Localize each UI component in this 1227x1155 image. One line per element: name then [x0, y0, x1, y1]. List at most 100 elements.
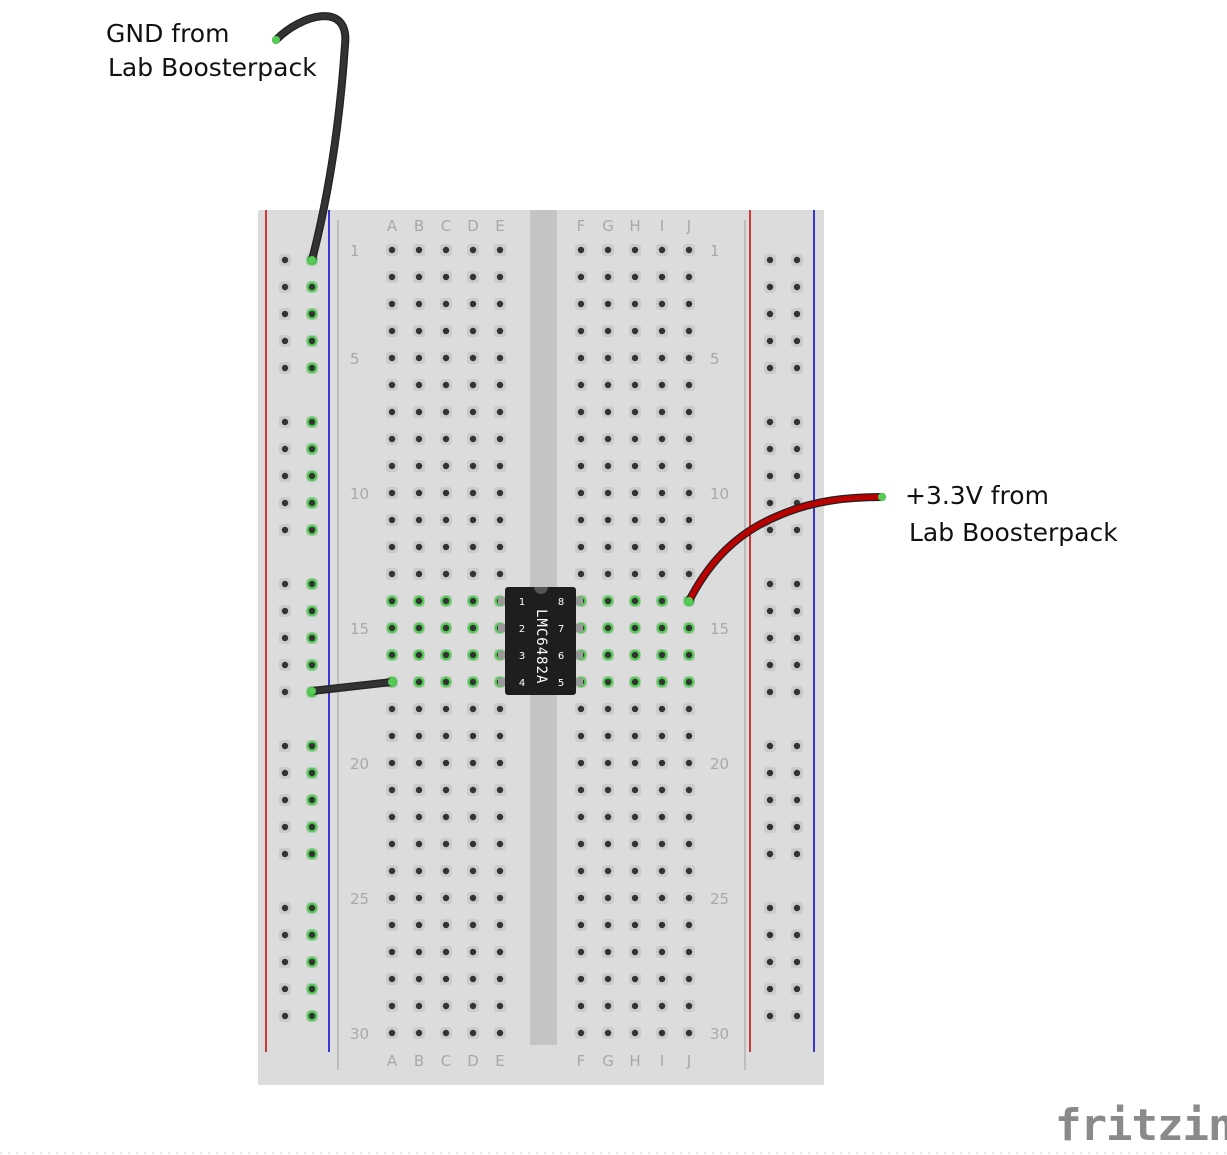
connected-hole	[306, 1010, 318, 1022]
row-number: 20	[350, 755, 369, 773]
hole	[413, 433, 425, 445]
hole	[791, 632, 803, 644]
connected-hole	[602, 595, 614, 607]
op-amp-chip: 1 2 3 4 8 7 6 5 LMC6482A	[498, 587, 583, 695]
hole	[440, 838, 452, 850]
column-label: G	[602, 1052, 614, 1070]
hole	[575, 514, 587, 526]
connected-hole	[306, 794, 318, 806]
hole	[602, 892, 614, 904]
hole	[386, 865, 398, 877]
connected-hole	[306, 848, 318, 860]
hole	[656, 514, 668, 526]
hole	[279, 983, 291, 995]
hole	[683, 541, 695, 553]
hole	[602, 352, 614, 364]
hole	[575, 568, 587, 580]
hole	[656, 919, 668, 931]
hole	[413, 730, 425, 742]
hole	[629, 379, 641, 391]
hole	[575, 919, 587, 931]
hole	[764, 443, 776, 455]
connected-hole	[602, 649, 614, 661]
hole	[683, 244, 695, 256]
hole	[413, 406, 425, 418]
hole	[440, 811, 452, 823]
hole	[764, 983, 776, 995]
hole	[764, 740, 776, 752]
hole	[440, 1027, 452, 1039]
hole	[467, 271, 479, 283]
hole	[656, 325, 668, 337]
hole	[467, 973, 479, 985]
hole	[440, 352, 452, 364]
wire-end	[685, 597, 693, 605]
connected-hole	[306, 659, 318, 671]
hole	[764, 659, 776, 671]
column-label: E	[495, 217, 504, 235]
connected-hole	[413, 622, 425, 634]
hole	[494, 460, 506, 472]
hole	[494, 406, 506, 418]
row-number: 1	[710, 242, 720, 260]
hole	[440, 919, 452, 931]
hole	[413, 541, 425, 553]
hole	[656, 244, 668, 256]
hole	[494, 514, 506, 526]
hole	[764, 470, 776, 482]
chip-pin	[576, 597, 583, 605]
hole	[656, 892, 668, 904]
hole	[467, 433, 479, 445]
hole	[791, 254, 803, 266]
connected-hole	[306, 335, 318, 347]
connected-hole	[683, 622, 695, 634]
hole	[413, 1000, 425, 1012]
chip-pin	[576, 678, 583, 686]
hole	[386, 757, 398, 769]
hole	[791, 983, 803, 995]
hole	[413, 973, 425, 985]
hole	[602, 406, 614, 418]
hole	[764, 929, 776, 941]
hole	[386, 406, 398, 418]
hole	[764, 254, 776, 266]
hole	[629, 703, 641, 715]
column-label: C	[441, 217, 451, 235]
hole	[467, 1027, 479, 1039]
gnd-label-line2: Lab Boosterpack	[108, 53, 317, 82]
hole	[467, 784, 479, 796]
hole	[764, 335, 776, 347]
hole	[494, 784, 506, 796]
hole	[279, 767, 291, 779]
chip-pin	[498, 678, 505, 686]
wire-end	[388, 678, 396, 686]
hole	[440, 433, 452, 445]
hole	[683, 1000, 695, 1012]
hole	[494, 1000, 506, 1012]
hole	[683, 1027, 695, 1039]
hole	[494, 811, 506, 823]
hole	[764, 524, 776, 536]
hole	[629, 730, 641, 742]
hole	[386, 919, 398, 931]
hole	[791, 362, 803, 374]
hole	[440, 325, 452, 337]
hole	[791, 335, 803, 347]
connected-hole	[656, 649, 668, 661]
connected-hole	[467, 649, 479, 661]
hole	[602, 757, 614, 769]
hole	[279, 956, 291, 968]
hole	[656, 379, 668, 391]
hole	[440, 406, 452, 418]
hole	[656, 865, 668, 877]
pin-number: 2	[519, 624, 525, 635]
column-label: D	[467, 217, 479, 235]
hole	[602, 973, 614, 985]
hole	[575, 541, 587, 553]
wire-end	[308, 256, 316, 264]
hole	[440, 730, 452, 742]
v33-wire	[685, 493, 886, 605]
hole	[575, 811, 587, 823]
